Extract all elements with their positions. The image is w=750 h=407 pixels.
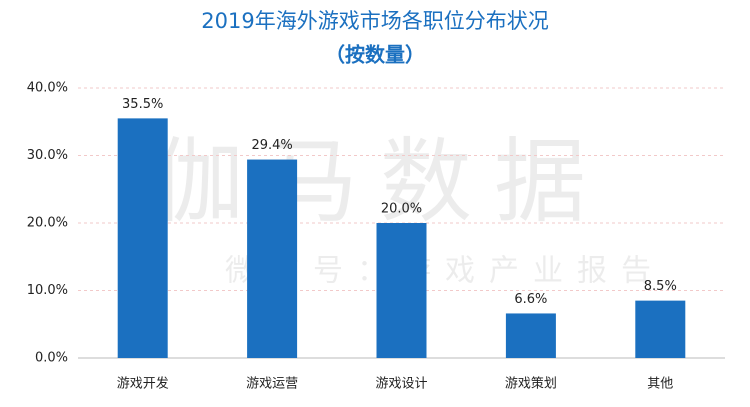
chart-title: 2019年海外游戏市场各职位分布状况 xyxy=(201,9,548,33)
value-label: 6.6% xyxy=(514,292,547,307)
x-tick-label: 其他 xyxy=(647,377,673,392)
value-label: 35.5% xyxy=(122,97,163,112)
bar xyxy=(505,313,556,358)
bar xyxy=(635,300,686,358)
y-tick-label: 20.0% xyxy=(27,216,68,231)
bar xyxy=(247,159,298,358)
y-tick-label: 40.0% xyxy=(27,81,68,96)
x-tick-label: 游戏运营 xyxy=(246,377,298,392)
y-tick-label: 0.0% xyxy=(35,351,68,366)
bar xyxy=(376,223,427,358)
value-label: 20.0% xyxy=(381,202,422,217)
value-label: 8.5% xyxy=(644,279,677,294)
watermark: 伽马数据 xyxy=(152,128,608,235)
y-tick-label: 10.0% xyxy=(27,283,68,298)
x-tick-label: 游戏设计 xyxy=(375,377,427,392)
value-label: 29.4% xyxy=(251,138,292,153)
x-tick-label: 游戏策划 xyxy=(505,376,557,392)
x-tick-label: 游戏开发 xyxy=(117,376,169,392)
chart-subtitle: （按数量） xyxy=(325,43,425,67)
bar xyxy=(117,118,168,358)
y-tick-label: 30.0% xyxy=(27,148,68,163)
